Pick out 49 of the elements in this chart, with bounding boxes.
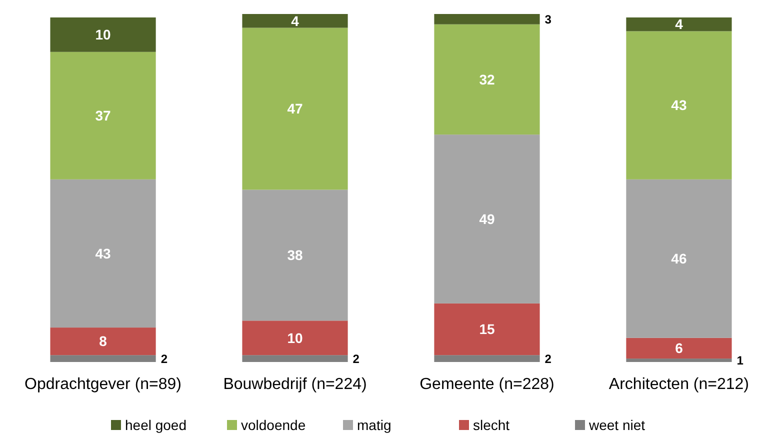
x-tick-label: Gemeente (n=228)	[420, 376, 554, 393]
bar	[242, 14, 348, 28]
legend-label: voldoende	[241, 417, 306, 433]
data-label: 4	[291, 12, 300, 29]
data-label: 43	[671, 97, 687, 114]
data-label: 15	[479, 321, 495, 338]
data-label: 2	[160, 352, 168, 366]
bar	[434, 14, 540, 24]
bar	[626, 31, 732, 180]
bar	[50, 52, 156, 180]
data-label: 2	[352, 352, 360, 366]
bar	[50, 355, 156, 362]
bar	[434, 134, 540, 304]
data-label: 46	[671, 250, 687, 267]
legend-label: heel goed	[125, 417, 187, 433]
bar	[434, 355, 540, 362]
legend-label: weet niet	[588, 417, 646, 433]
data-label: 32	[479, 71, 495, 88]
data-label: 4	[675, 16, 684, 32]
data-label: 10	[287, 330, 304, 346]
bar	[626, 179, 732, 338]
data-label: 10	[95, 26, 112, 43]
data-label: 47	[287, 100, 304, 117]
data-label: 2	[544, 352, 552, 366]
bar	[626, 358, 732, 362]
data-label: 6	[675, 340, 684, 356]
data-label: 37	[95, 108, 112, 124]
x-tick-label: Opdrachtgever (n=89)	[24, 376, 182, 393]
data-label: 43	[95, 245, 112, 262]
data-label: 8	[99, 333, 108, 350]
data-label: 49	[479, 210, 495, 227]
bar	[242, 320, 348, 356]
bar	[242, 355, 348, 362]
bar	[50, 179, 156, 328]
bar	[626, 338, 732, 359]
data-label: 3	[544, 12, 552, 26]
x-tick-label: Architecten (n=212)	[608, 376, 750, 393]
bar	[50, 328, 156, 356]
bar	[50, 17, 156, 52]
x-tick-label: Bouwbedrijf (n=224)	[223, 376, 367, 393]
legend-label: matig	[357, 417, 392, 433]
legend-label: slecht	[473, 417, 510, 433]
bar	[242, 28, 348, 190]
bar	[626, 17, 732, 32]
bar	[242, 190, 348, 321]
bar	[434, 303, 540, 356]
data-label: 1	[736, 353, 744, 368]
bar	[434, 24, 540, 135]
data-label: 38	[287, 247, 304, 264]
